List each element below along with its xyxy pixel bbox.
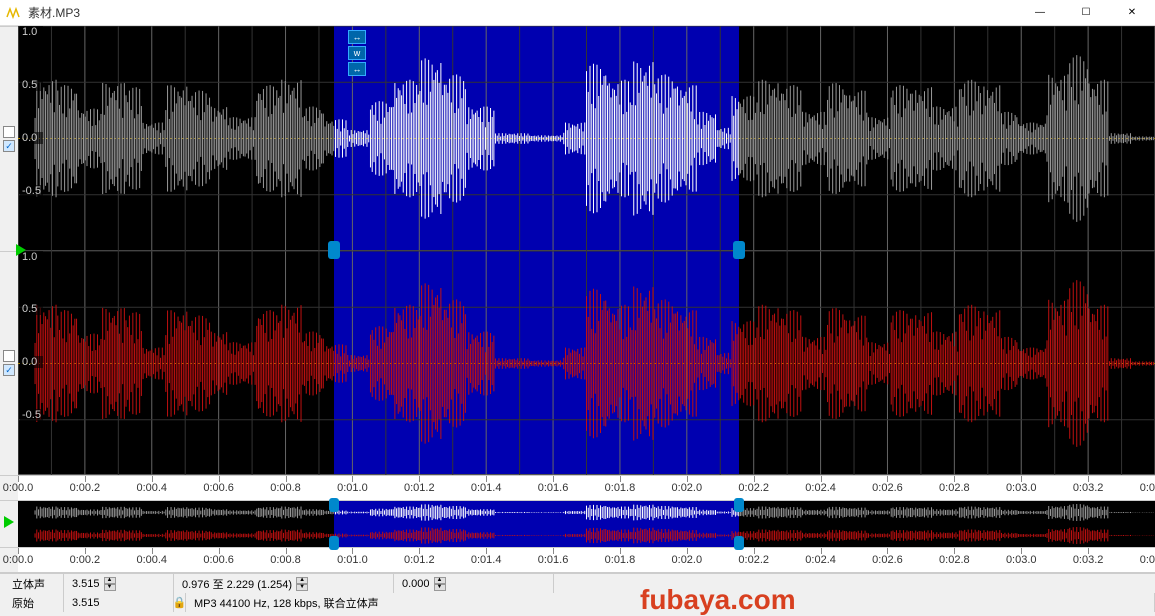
ruler-label: 0:03.4 — [1140, 554, 1155, 566]
right-channel-solo[interactable] — [3, 350, 15, 362]
ruler-label: 0:02.2 — [738, 554, 769, 566]
ruler-label: 0:00.0 — [3, 482, 34, 494]
move-selection-icon[interactable]: ↔ — [348, 30, 366, 44]
ruler-label: 0:01.6 — [538, 554, 569, 566]
ruler-label: 0:01.8 — [605, 482, 636, 494]
right-channel-controls — [0, 251, 18, 476]
ruler-label: 0:00.8 — [270, 482, 301, 494]
overview-ruler-body[interactable]: 0:00.00:00.20:00.40:00.60:00.80:01.00:01… — [18, 548, 1155, 572]
amp-labels-right: 1.0 0.5 0.0 -0.5 x — [20, 251, 43, 475]
overview-wave-right — [18, 524, 1155, 547]
ruler-label: 0:00.4 — [136, 482, 167, 494]
overview-handle-end[interactable] — [734, 498, 744, 512]
overview-gutter — [0, 501, 18, 547]
ruler-label: 0:02.4 — [805, 554, 836, 566]
ruler-label: 0:01.0 — [337, 554, 368, 566]
ruler-label: 0:00.2 — [70, 554, 101, 566]
playhead-marker-left[interactable] — [16, 244, 26, 256]
ruler-label: 0:01.6 — [538, 482, 569, 494]
ruler-label: 0:01.2 — [404, 554, 435, 566]
overview-ruler[interactable]: 0:00.0 0:00.2 0:00.4 0:00.6 0:00.8 0:01.0 0:01… — [0, 547, 1155, 573]
ruler-body[interactable]: 0:00.00:00.20:00.40:00.60:00.80:01.00:01… — [18, 476, 1155, 500]
waveform-cursor-icon[interactable]: w — [348, 46, 366, 60]
close-button[interactable]: ✕ — [1109, 0, 1155, 26]
ruler-label: 0:00.2 — [70, 482, 101, 494]
ruler-label: 0:01.4 — [471, 482, 502, 494]
ruler-label: 0:02.4 — [805, 482, 836, 494]
left-channel-enable[interactable] — [3, 140, 15, 152]
overview-handle-start[interactable] — [329, 498, 339, 512]
total-spinner[interactable]: ▲▼ — [104, 577, 116, 591]
status-lock-icon[interactable]: 🔒 — [174, 593, 186, 612]
ruler-label: 0:03.0 — [1006, 482, 1037, 494]
status-selection: 0.976 至 2.229 (1.254) ▲▼ — [174, 574, 394, 593]
selection-handle-left-start[interactable] — [328, 241, 340, 259]
time-ruler[interactable]: 0:00.0 0:00.2 0:00.4 0:00.6 0:00.8 0:01.0 0:01… — [0, 475, 1155, 501]
ruler-label: 0:02.8 — [939, 482, 970, 494]
ruler-label: 0:02.8 — [939, 554, 970, 566]
ruler-label: 0:00.4 — [136, 554, 167, 566]
resize-selection-icon[interactable]: ↔ — [348, 62, 366, 76]
waveform-left — [18, 26, 1155, 251]
status-row2-label: 原始 — [4, 593, 64, 612]
app-icon — [6, 5, 22, 21]
overview-wave-left — [18, 501, 1155, 524]
ruler-label: 0:01.0 — [337, 482, 368, 494]
waveform-right — [18, 251, 1155, 476]
status-channel-mode: 立体声 — [4, 574, 64, 593]
ruler-label: 0:01.2 — [404, 482, 435, 494]
ruler-label: 0:02.0 — [672, 482, 703, 494]
ruler-label: 0:03.2 — [1073, 554, 1104, 566]
ruler-label: 0:02.6 — [872, 482, 903, 494]
status-position: 0.000 ▲▼ — [394, 574, 554, 593]
ruler-label: 0:02.6 — [872, 554, 903, 566]
ruler-label: 0:01.8 — [605, 554, 636, 566]
ruler-label: 0:00.6 — [203, 554, 234, 566]
right-channel[interactable]: 1.0 0.5 0.0 -0.5 x — [18, 251, 1155, 476]
wave-area[interactable]: ↔ w ↔ 1.0 0.5 0.0 -0.5 x 1 — [18, 26, 1155, 475]
left-channel[interactable]: 1.0 0.5 0.0 -0.5 x — [18, 26, 1155, 251]
ruler-label: 0:03.0 — [1006, 554, 1037, 566]
ruler-label: 0:03.2 — [1073, 482, 1104, 494]
ruler-label: 0:02.2 — [738, 482, 769, 494]
status-row2-val: 3.515 — [64, 593, 174, 612]
status-total-time: 3.515 ▲▼ — [64, 574, 174, 593]
amp-labels-left: 1.0 0.5 0.0 -0.5 x — [20, 26, 43, 250]
overview-body[interactable] — [18, 501, 1155, 547]
ruler-label: 0:03.4 — [1140, 482, 1155, 494]
left-channel-solo[interactable] — [3, 126, 15, 138]
right-channel-enable[interactable] — [3, 364, 15, 376]
pos-spinner[interactable]: ▲▼ — [434, 577, 446, 591]
overview-waveform[interactable] — [0, 501, 1155, 547]
status-format: MP3 44100 Hz, 128 kbps, 联合立体声 — [186, 593, 1155, 612]
minimize-button[interactable]: ― — [1017, 0, 1063, 26]
waveform-editor: ↔ w ↔ 1.0 0.5 0.0 -0.5 x 1 — [0, 26, 1155, 475]
sel-spinner[interactable]: ▲▼ — [296, 577, 308, 591]
ruler-label: 0:00.8 — [270, 554, 301, 566]
overview-handle-start-b[interactable] — [329, 536, 339, 550]
ruler-label: 0:01.4 — [471, 554, 502, 566]
window-title: 素材.MP3 — [28, 4, 1017, 21]
selection-handle-left-end[interactable] — [733, 241, 745, 259]
selection-edge-tools: ↔ w ↔ — [348, 30, 366, 76]
maximize-button[interactable]: ☐ — [1063, 0, 1109, 26]
overview-playhead[interactable] — [4, 516, 14, 528]
left-channel-controls — [0, 26, 18, 251]
ruler-label: 0:00.6 — [203, 482, 234, 494]
ruler-label: 0:02.0 — [672, 554, 703, 566]
ruler-label: 0:00.0 — [3, 554, 34, 566]
overview-handle-end-b[interactable] — [734, 536, 744, 550]
titlebar: 素材.MP3 ― ☐ ✕ — [0, 0, 1155, 26]
statusbar: 立体声 3.515 ▲▼ 0.976 至 2.229 (1.254) ▲▼ 0.… — [0, 573, 1155, 611]
